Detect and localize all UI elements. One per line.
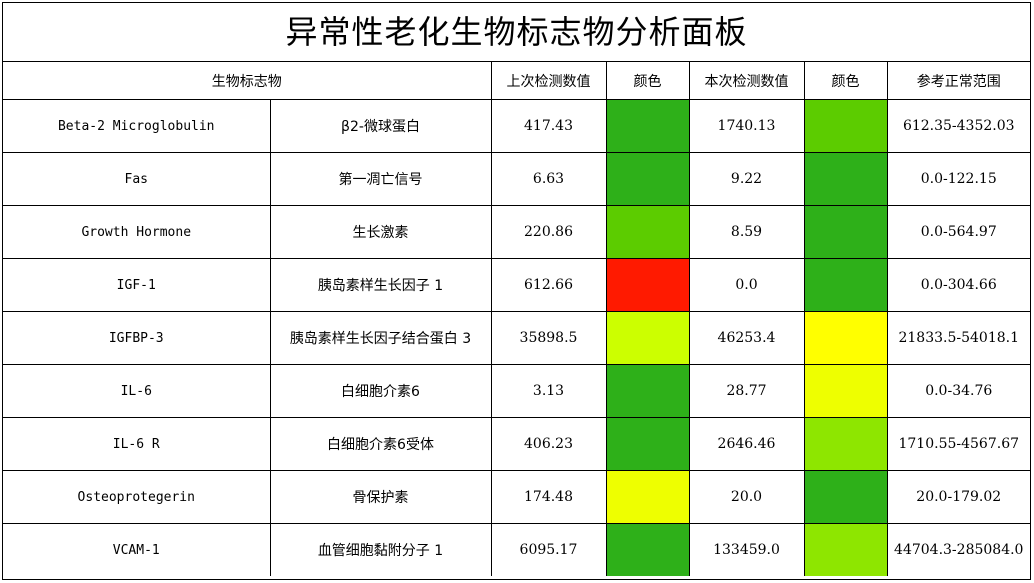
biomarker-name-en: IL-6 R: [3, 417, 271, 471]
biomarker-name-en: IL-6: [3, 364, 271, 418]
header-previous-value: 上次检测数值: [490, 62, 607, 100]
current-value: 0.0: [688, 258, 805, 312]
biomarker-name-en: VCAM-1: [3, 523, 271, 576]
biomarker-name-en: IGF-1: [3, 258, 271, 312]
previous-color-swatch: [605, 470, 690, 524]
table-header-row: 生物标志物 上次检测数值 颜色 本次检测数值 颜色 参考正常范围: [3, 62, 1030, 100]
current-color-swatch: [803, 470, 888, 524]
previous-value: 612.66: [490, 258, 607, 312]
current-value: 28.77: [688, 364, 805, 418]
reference-range: 44704.3-285084.0: [886, 523, 1030, 576]
previous-color-swatch: [605, 523, 690, 576]
previous-color-swatch: [605, 152, 690, 206]
previous-value: 174.48: [490, 470, 607, 524]
table-row: IL-6 R 白细胞介素6受体 406.23 2646.46 1710.55-4567.…: [3, 417, 1030, 471]
reference-range: 0.0-122.15: [886, 152, 1030, 206]
current-color-swatch: [803, 364, 888, 418]
current-color-swatch: [803, 523, 888, 576]
reference-range: 0.0-34.76: [886, 364, 1030, 418]
current-color-swatch: [803, 99, 888, 153]
current-color-swatch: [803, 311, 888, 365]
biomarker-name-en: Fas: [3, 152, 271, 206]
current-value: 20.0: [688, 470, 805, 524]
current-value: 133459.0: [688, 523, 805, 576]
table-row: IL-6 白细胞介素6 3.13 28.77 0.0-34.76: [3, 364, 1030, 418]
table-row: IGF-1 胰岛素样生长因子 1 612.66 0.0 0.0-304.66: [3, 258, 1030, 312]
header-current-color: 颜色: [803, 62, 888, 100]
reference-range: 21833.5-54018.1: [886, 311, 1030, 365]
previous-color-swatch: [605, 99, 690, 153]
table-row: VCAM-1 血管细胞黏附分子 1 6095.17 133459.0 44704.3-2…: [3, 523, 1030, 576]
page-title: 异常性老化生物标志物分析面板: [3, 3, 1030, 62]
biomarker-name-cn: 白细胞介素6: [269, 364, 492, 418]
biomarker-name-cn: 胰岛素样生长因子 1: [269, 258, 492, 312]
header-previous-color: 颜色: [605, 62, 690, 100]
biomarker-table: 生物标志物 上次检测数值 颜色 本次检测数值 颜色 参考正常范围 Beta-2 …: [3, 62, 1030, 576]
current-color-swatch: [803, 205, 888, 259]
current-value: 2646.46: [688, 417, 805, 471]
biomarker-name-cn: 血管细胞黏附分子 1: [269, 523, 492, 576]
header-biomarker: 生物标志物: [3, 62, 492, 100]
biomarker-name-cn: 第一凋亡信号: [269, 152, 492, 206]
reference-range: 0.0-304.66: [886, 258, 1030, 312]
table-row: Fas 第一凋亡信号 6.63 9.22 0.0-122.15: [3, 152, 1030, 206]
biomarker-name-cn: 白细胞介素6受体: [269, 417, 492, 471]
previous-color-swatch: [605, 311, 690, 365]
biomarker-name-cn: 胰岛素样生长因子结合蛋白 3: [269, 311, 492, 365]
previous-value: 417.43: [490, 99, 607, 153]
previous-color-swatch: [605, 205, 690, 259]
table-row: IGFBP-3 胰岛素样生长因子结合蛋白 3 35898.5 46253.4 21833…: [3, 311, 1030, 365]
current-value: 9.22: [688, 152, 805, 206]
current-color-swatch: [803, 417, 888, 471]
current-value: 1740.13: [688, 99, 805, 153]
table-row: Growth Hormone 生长激素 220.86 8.59 0.0-564.97: [3, 205, 1030, 259]
previous-value: 3.13: [490, 364, 607, 418]
current-value: 8.59: [688, 205, 805, 259]
previous-color-swatch: [605, 417, 690, 471]
reference-range: 20.0-179.02: [886, 470, 1030, 524]
table-row: Osteoprotegerin 骨保护素 174.48 20.0 20.0-179.02: [3, 470, 1030, 524]
previous-value: 406.23: [490, 417, 607, 471]
biomarker-name-cn: 生长激素: [269, 205, 492, 259]
biomarker-name-cn: β2-微球蛋白: [269, 99, 492, 153]
biomarker-name-en: Beta-2 Microglobulin: [3, 99, 271, 153]
reference-range: 0.0-564.97: [886, 205, 1030, 259]
header-reference-range: 参考正常范围: [886, 62, 1030, 100]
table-row: Beta-2 Microglobulin β2-微球蛋白 417.43 1740.13…: [3, 99, 1030, 153]
previous-value: 220.86: [490, 205, 607, 259]
current-color-swatch: [803, 258, 888, 312]
biomarker-name-cn: 骨保护素: [269, 470, 492, 524]
biomarker-name-en: Osteoprotegerin: [3, 470, 271, 524]
previous-color-swatch: [605, 258, 690, 312]
header-current-value: 本次检测数值: [688, 62, 805, 100]
reference-range: 612.35-4352.03: [886, 99, 1030, 153]
previous-value: 6.63: [490, 152, 607, 206]
biomarker-name-en: Growth Hormone: [3, 205, 271, 259]
biomarker-name-en: IGFBP-3: [3, 311, 271, 365]
previous-color-swatch: [605, 364, 690, 418]
current-value: 46253.4: [688, 311, 805, 365]
current-color-swatch: [803, 152, 888, 206]
previous-value: 35898.5: [490, 311, 607, 365]
previous-value: 6095.17: [490, 523, 607, 576]
reference-range: 1710.55-4567.67: [886, 417, 1030, 471]
